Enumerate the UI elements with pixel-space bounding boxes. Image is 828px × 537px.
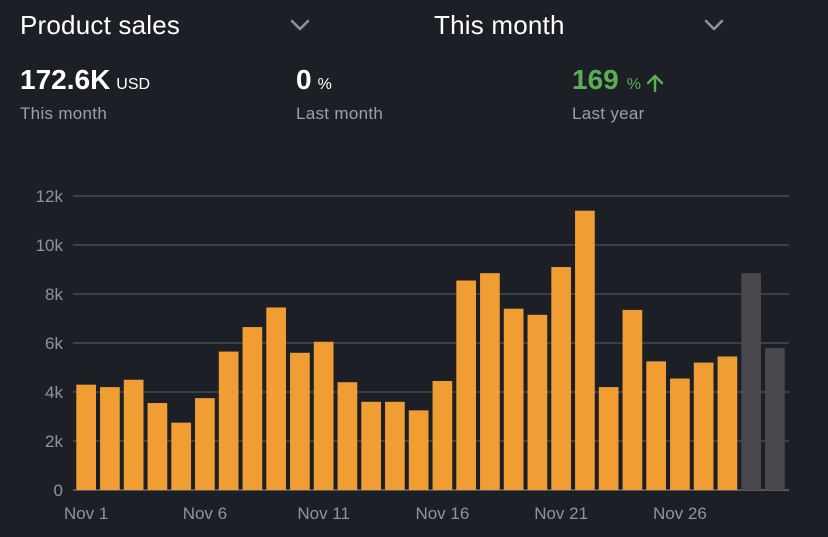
stat-unit: % [317,76,332,93]
stat-label: This month [20,104,108,123]
bar[interactable] [717,356,738,490]
metric-dropdown-label: Product sales [20,9,181,40]
bar[interactable] [480,273,500,490]
projected-bar[interactable] [741,273,761,490]
chevron-down-icon [704,19,724,31]
x-tick-label: Nov 21 [534,504,588,523]
bar[interactable] [218,351,239,490]
gridlines [73,195,789,491]
bar[interactable] [456,280,476,490]
arrow-up-icon [646,74,664,93]
bar[interactable] [693,362,714,490]
bar[interactable] [242,327,263,490]
stat-unit: % [626,76,641,93]
bar[interactable] [575,210,595,490]
chevron-down-icon [290,19,310,31]
bar[interactable] [551,267,571,490]
y-tick-label: 6k [45,334,63,353]
stat-label: Last year [572,104,645,123]
y-tick-label: 4k [45,383,63,402]
product-sales-dropdown[interactable]: Product sales [20,6,312,44]
bar[interactable] [195,398,215,490]
bar[interactable] [100,387,120,490]
x-tick-label: Nov 16 [415,504,469,523]
period-dropdown-label: This month [434,9,565,40]
x-tick-label: Nov 6 [183,504,227,523]
bar[interactable] [337,382,358,490]
x-tick-label: Nov 1 [64,504,108,523]
stat-label: Last month [296,104,384,123]
period-dropdown[interactable]: This month [434,6,728,44]
stat-this-month: 172.6K USD This month [20,64,150,124]
bar[interactable] [598,387,619,490]
y-tick-label: 12k [36,187,64,206]
x-tick-label: Nov 11 [297,504,350,523]
y-axis-ticks: 0 2k 4k 6k 8k 10k 12k [36,187,64,500]
bar[interactable] [266,307,286,490]
stat-last-year: 169 % Last year [572,64,664,124]
bar[interactable] [123,379,144,490]
x-axis-ticks: Nov 1 Nov 6 Nov 11 Nov 16 Nov 21 Nov 26 [64,504,707,523]
bar[interactable] [76,384,96,490]
bar[interactable] [147,403,168,490]
bar[interactable] [408,410,429,490]
stat-value: 172.6K [20,64,111,95]
bar[interactable] [290,352,310,490]
bar[interactable] [503,308,524,490]
bar[interactable] [432,380,453,490]
bar[interactable] [361,401,381,490]
bar[interactable] [622,309,643,490]
bar[interactable] [171,422,191,490]
bar[interactable] [527,314,548,490]
stat-unit: USD [116,76,151,93]
stat-value: 0 [296,64,312,95]
stat-last-month: 0 % Last month [296,64,383,124]
projected-bar[interactable] [765,347,785,490]
y-tick-label: 8k [45,285,63,304]
bar[interactable] [385,401,405,490]
y-tick-label: 0 [54,481,63,500]
bar[interactable] [646,361,666,490]
y-tick-label: 10k [36,236,64,255]
stat-value: 169 [572,64,619,95]
x-tick-label: Nov 26 [653,504,707,523]
y-tick-label: 2k [45,432,63,451]
bar[interactable] [670,378,690,490]
bars [76,210,785,490]
bar[interactable] [313,341,334,490]
